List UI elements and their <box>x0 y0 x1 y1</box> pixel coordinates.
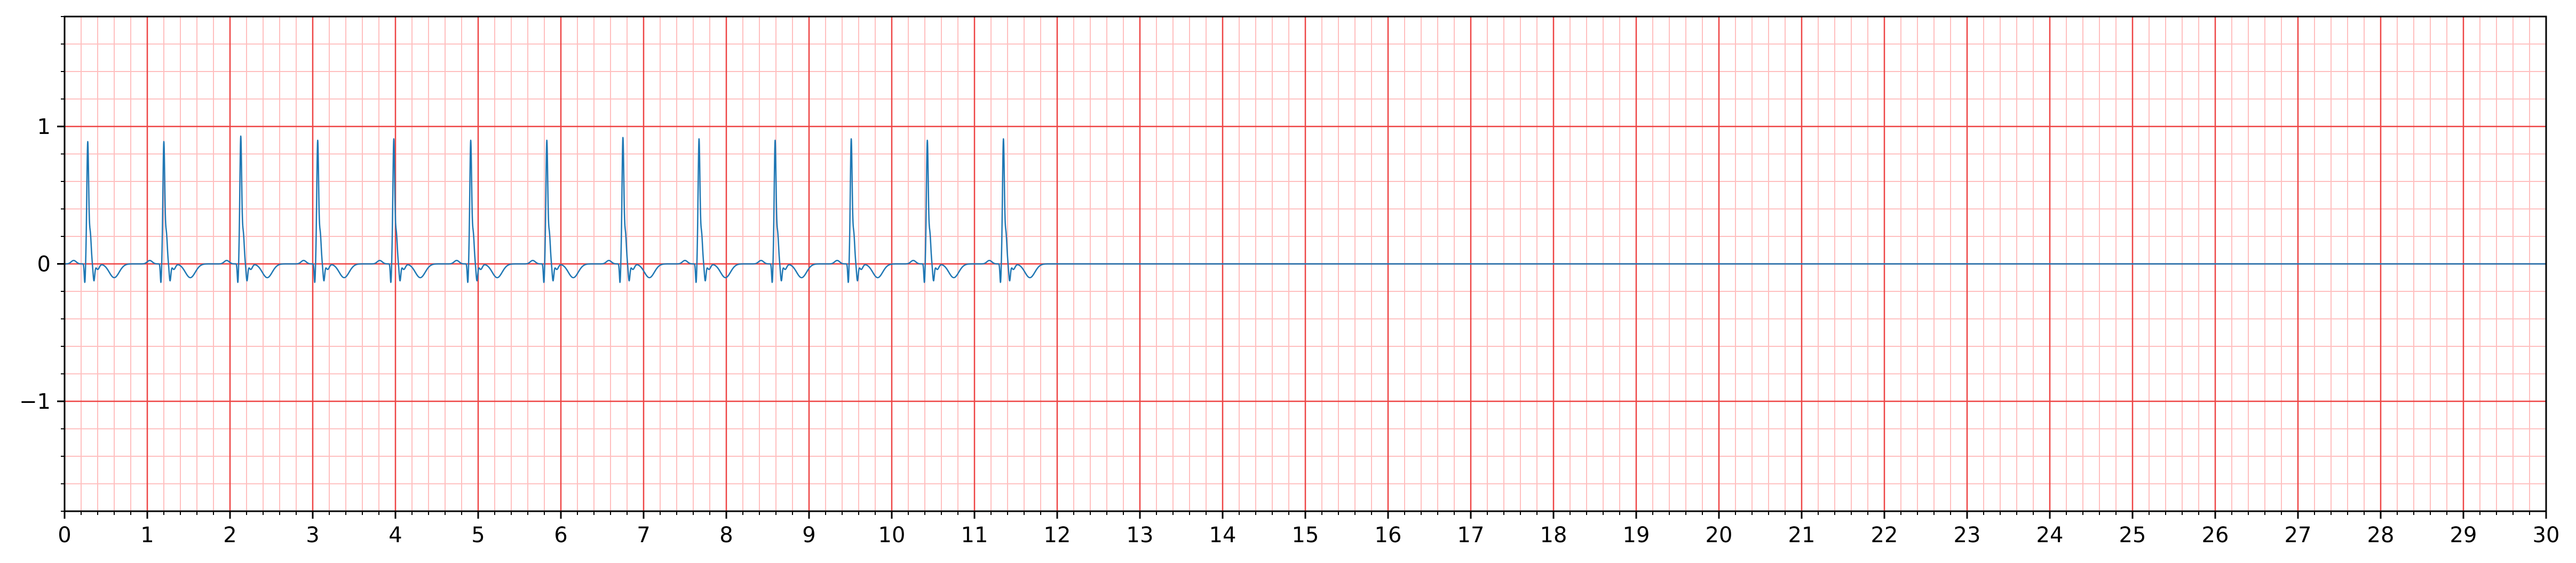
x-tick-label: 5 <box>471 523 485 548</box>
x-tick-label: 29 <box>2450 523 2477 548</box>
y-tick-label: −1 <box>19 390 51 414</box>
x-tick-label: 24 <box>2036 523 2064 548</box>
x-tick-label: 12 <box>1044 523 1071 548</box>
x-tick-label: 13 <box>1127 523 1154 548</box>
x-axis: 0 1 2 3 4 5 6 7 8 9 10 11 12 13 14 15 16 17 18 19 20 21 22 23 24… <box>58 511 2559 548</box>
x-tick-label: 19 <box>1623 523 1650 548</box>
x-tick-label: 18 <box>1540 523 1567 548</box>
y-axis: −1 0 1 <box>19 16 65 512</box>
series-layer <box>64 135 2547 283</box>
x-tick-label: 28 <box>2367 523 2395 548</box>
x-tick-label: 0 <box>58 523 71 548</box>
x-tick-label: 4 <box>389 523 402 548</box>
x-tick-label: 3 <box>306 523 319 548</box>
x-tick-label: 10 <box>878 523 906 548</box>
x-tick-label: 14 <box>1209 523 1237 548</box>
ecg-series-line <box>64 135 2547 283</box>
x-tick-label: 16 <box>1375 523 1402 548</box>
x-tick-label: 27 <box>2285 523 2312 548</box>
x-tick-label: 20 <box>1706 523 1733 548</box>
x-tick-label: 26 <box>2202 523 2229 548</box>
x-tick-label: 15 <box>1292 523 1319 548</box>
x-tick-label: 2 <box>223 523 236 548</box>
x-tick-label: 30 <box>2533 523 2560 548</box>
y-tick-label: 0 <box>37 252 51 277</box>
x-tick-label: 22 <box>1871 523 1898 548</box>
x-tick-label: 23 <box>1954 523 1981 548</box>
x-tick-label: 9 <box>802 523 815 548</box>
x-tick-label: 6 <box>554 523 567 548</box>
x-tick-label: 11 <box>961 523 988 548</box>
x-tick-label: 21 <box>1788 523 1816 548</box>
y-tick-label: 1 <box>37 115 51 139</box>
x-tick-label: 8 <box>719 523 733 548</box>
x-tick-label: 25 <box>2119 523 2146 548</box>
x-tick-label: 7 <box>637 523 650 548</box>
x-tick-label: 17 <box>1457 523 1485 548</box>
x-tick-label: 1 <box>140 523 154 548</box>
